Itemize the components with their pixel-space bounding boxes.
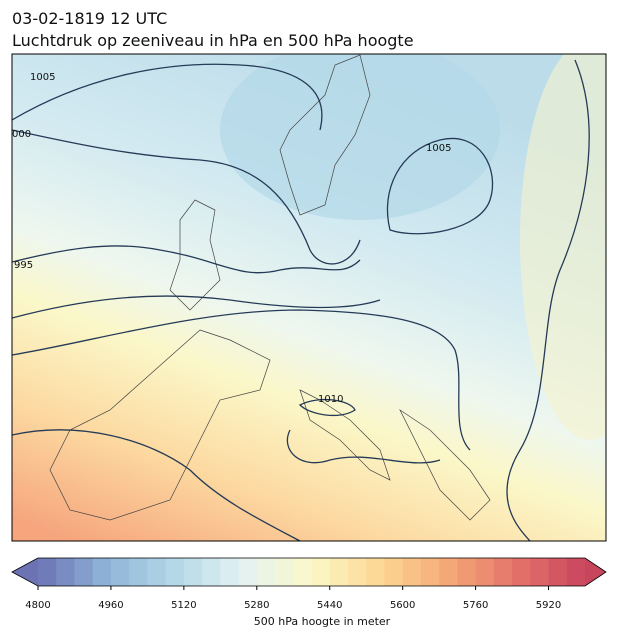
colorbar-under <box>12 558 38 586</box>
colorbar-cell <box>74 558 94 586</box>
colorbar-cell <box>92 558 112 586</box>
colorbar-cell <box>402 558 422 586</box>
colorbar-cell <box>566 558 586 586</box>
colorbar-cell <box>548 558 568 586</box>
colorbar-cell <box>457 558 477 586</box>
colorbar-tick-label: 5440 <box>317 600 342 611</box>
colorbar-cell <box>238 558 258 586</box>
colorbar-cell <box>530 558 550 586</box>
colorbar-cell <box>347 558 367 586</box>
isobar-label: 000 <box>12 129 31 140</box>
colorbar-cell <box>366 558 385 586</box>
colorbar-cell <box>165 558 185 586</box>
colorbar-label: 500 hPa hoogte in meter <box>254 615 391 628</box>
colorbar-cell <box>220 558 240 586</box>
colorbar-cell <box>129 558 148 586</box>
colorbar-cell <box>439 558 458 586</box>
colorbar-outline <box>11 557 607 587</box>
colorbar-cell <box>56 558 75 586</box>
colorbar-over <box>585 558 606 586</box>
isobar-label: 1010 <box>318 394 343 405</box>
colorbar-cell <box>512 558 531 586</box>
colorbar-tick-label: 5760 <box>463 600 488 611</box>
colorbar-cell <box>311 558 331 586</box>
colorbar-cell <box>183 558 203 586</box>
colorbar-cell <box>420 558 440 586</box>
colorbar-cell <box>147 558 167 586</box>
colorbar-tick-label: 5920 <box>536 600 561 611</box>
colorbar-tick-label: 5120 <box>171 600 196 611</box>
colorbar-cell <box>493 558 513 586</box>
colorbar-cell <box>202 558 221 586</box>
colorbar-tick-label: 5280 <box>244 600 269 611</box>
map-frame <box>11 53 607 542</box>
colorbar-tick-label: 4960 <box>98 600 123 611</box>
map: 1005 000 995 1010 1005 <box>12 54 606 541</box>
colorbar-cell <box>329 558 349 586</box>
isobar-label: 1005 <box>30 72 55 83</box>
subtitle: Luchtdruk op zeeniveau in hPa en 500 hPa… <box>12 31 414 50</box>
isobar-label: 1005 <box>426 143 451 154</box>
colorbar-tick-label: 5600 <box>390 600 415 611</box>
colorbar-cell <box>275 558 294 586</box>
isobar-label: 995 <box>14 260 33 271</box>
colorbar-cell <box>110 558 130 586</box>
title: 03-02-1819 12 UTC <box>12 9 167 28</box>
colorbar-cell <box>38 558 57 586</box>
colorbar: 4800 4960 5120 5280 5440 5600 5760 5920 <box>11 557 607 611</box>
colorbar-tick-label: 4800 <box>25 600 50 611</box>
colorbar-cell <box>256 558 276 586</box>
colorbar-cell <box>475 558 495 586</box>
colorbar-cell <box>384 558 404 586</box>
colorbar-cell <box>293 558 312 586</box>
